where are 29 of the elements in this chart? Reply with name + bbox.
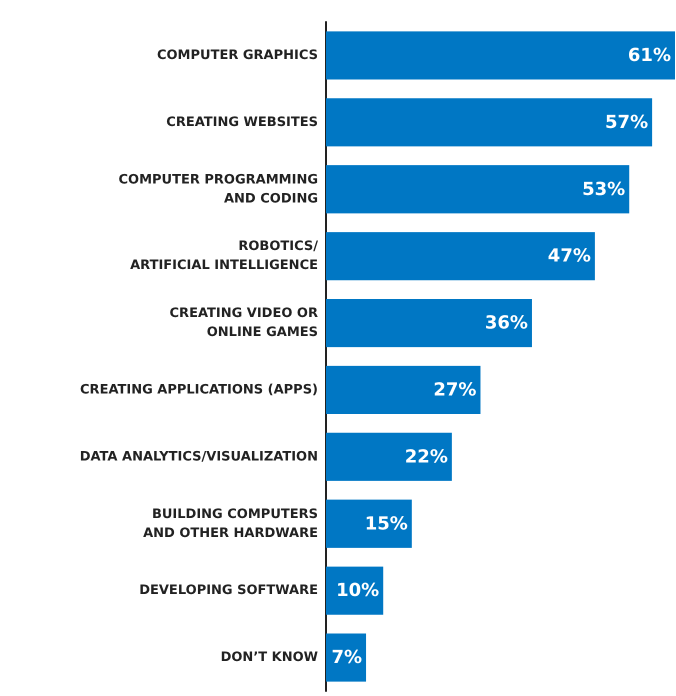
y-tick-label: DEVELOPING SOFTWARE [139, 583, 318, 598]
data-label: 22% [404, 446, 448, 468]
y-tick-label: CREATING APPLICATIONS (APPS) [80, 382, 318, 398]
bar [326, 165, 630, 214]
data-label: 47% [548, 246, 591, 267]
data-label: 7% [331, 647, 362, 668]
bar [326, 98, 652, 146]
data-label: 27% [433, 379, 476, 400]
bar [326, 633, 366, 682]
bar [326, 500, 412, 548]
bar [326, 432, 452, 481]
y-tick-label: CREATING VIDEO OR ONLINE GAMES [170, 306, 318, 340]
data-label: 61% [628, 44, 671, 66]
bar [326, 31, 675, 80]
data-label: 10% [336, 580, 380, 602]
data-label: 53% [582, 178, 626, 200]
y-tick-label: ROBOTICS/ ARTIFICIAL INTELLIGENCE [130, 239, 318, 274]
bar [326, 232, 595, 280]
data-label: 15% [364, 513, 408, 534]
y-tick-label: BUILDING COMPUTERS AND OTHER HARDWARE [143, 506, 318, 541]
y-tick-label: DATA ANALYTICS/VISUALIZATION [80, 449, 318, 464]
data-label: 57% [605, 112, 648, 133]
y-tick-label: CREATING WEBSITES [166, 114, 318, 130]
y-tick-label: DON’T KNOW [220, 650, 318, 666]
y-tick-label: COMPUTER GRAPHICS [156, 48, 318, 63]
y-tick-label: COMPUTER PROGRAMMING AND CODING [118, 172, 318, 206]
bar [326, 366, 480, 414]
bar [326, 298, 532, 348]
data-label: 36% [484, 312, 528, 334]
